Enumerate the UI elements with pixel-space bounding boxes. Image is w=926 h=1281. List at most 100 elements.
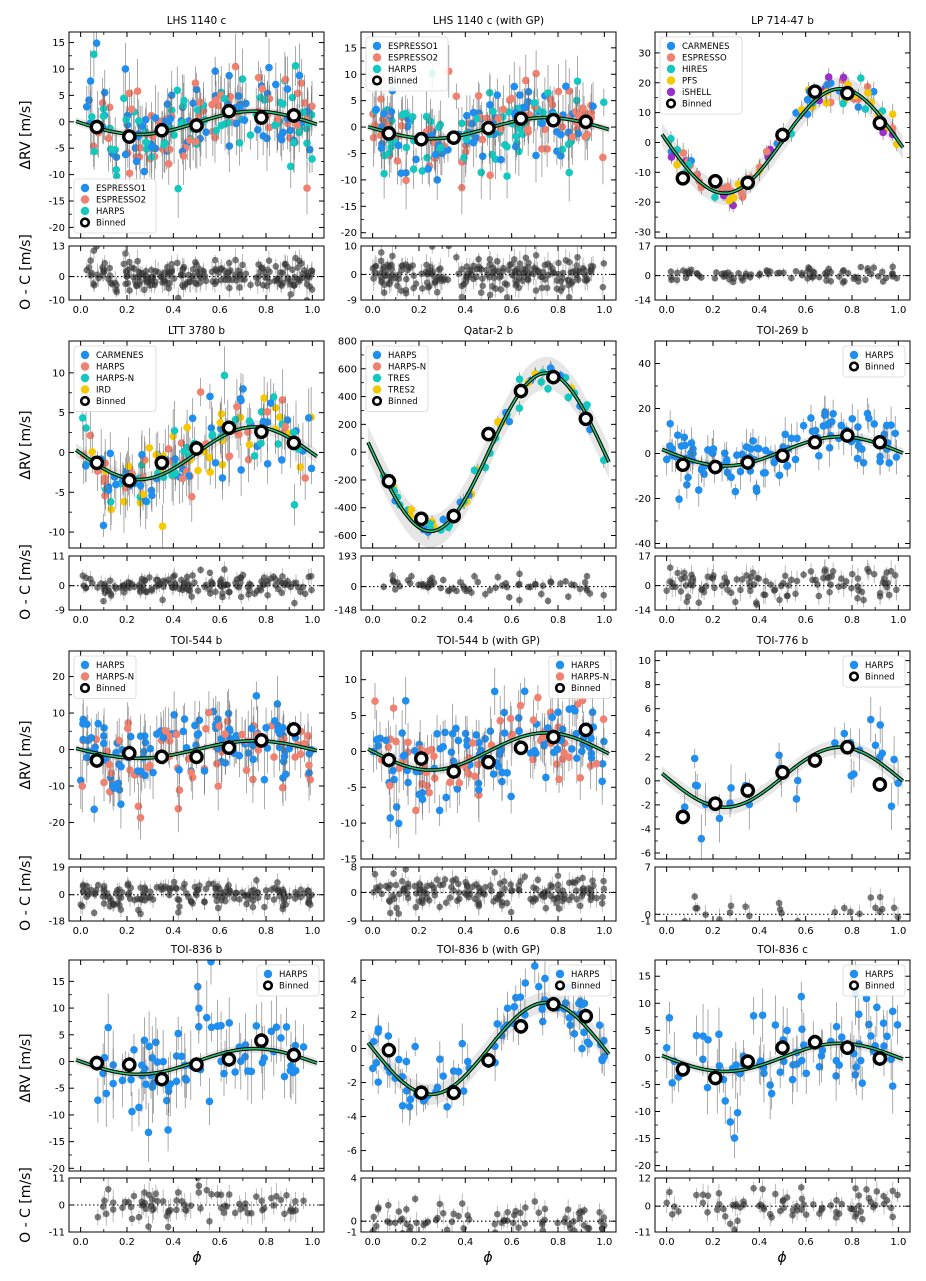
xtick-label: 0.4 bbox=[165, 926, 181, 937]
rv-point bbox=[497, 155, 505, 164]
ytick-label: 5 bbox=[59, 408, 65, 419]
resid-point bbox=[208, 268, 216, 276]
resid-point bbox=[547, 578, 554, 585]
rv-point bbox=[711, 193, 719, 202]
xtick-label: 0.0 bbox=[659, 305, 675, 316]
resid-point bbox=[435, 266, 443, 273]
rv-point bbox=[202, 128, 210, 136]
ytick-label: 15 bbox=[52, 38, 65, 49]
resid-point bbox=[146, 574, 153, 581]
ytick-label: 0 bbox=[59, 117, 65, 128]
resid-point bbox=[711, 275, 719, 282]
rv-point bbox=[269, 393, 278, 401]
resid-point bbox=[303, 281, 311, 288]
rv-point bbox=[737, 189, 746, 197]
rv-point bbox=[377, 95, 385, 103]
ytick-label: 10 bbox=[52, 709, 65, 720]
resid-point bbox=[557, 278, 565, 285]
rv-point bbox=[134, 802, 143, 811]
rv-point bbox=[189, 99, 197, 108]
resid-point bbox=[710, 572, 717, 579]
binned-point bbox=[872, 115, 888, 131]
rv-point bbox=[720, 449, 729, 458]
legend-marker bbox=[372, 53, 382, 62]
rv-point bbox=[266, 399, 275, 407]
xtick-label: 0.6 bbox=[212, 305, 228, 316]
resid-point bbox=[237, 593, 245, 601]
xtick-label: 0.0 bbox=[73, 926, 89, 937]
resid-point bbox=[473, 265, 481, 273]
rv-point bbox=[170, 426, 179, 435]
binned-point bbox=[578, 114, 594, 130]
resid-point bbox=[87, 257, 94, 264]
rv-point bbox=[679, 149, 687, 157]
resid-point bbox=[95, 274, 102, 282]
resid-point bbox=[576, 585, 584, 593]
resid-ytick-label: 10 bbox=[344, 242, 357, 253]
resid-point bbox=[188, 593, 196, 600]
legend-marker bbox=[372, 41, 382, 51]
resid-point bbox=[140, 286, 148, 294]
resid-point bbox=[224, 581, 232, 589]
resid-point bbox=[297, 893, 304, 901]
rv-point bbox=[173, 86, 182, 95]
resid-point bbox=[137, 584, 144, 591]
rv-point bbox=[99, 739, 108, 748]
rv-point bbox=[258, 84, 267, 93]
resid-point bbox=[236, 284, 243, 291]
binned-point bbox=[675, 457, 691, 473]
resid-point bbox=[823, 272, 830, 279]
rv-point bbox=[543, 145, 551, 153]
rv-point bbox=[133, 87, 142, 96]
rv-point bbox=[212, 760, 221, 768]
ytick-label: 0 bbox=[351, 448, 357, 459]
resid-point bbox=[453, 587, 460, 595]
resid-point bbox=[865, 568, 873, 575]
xtick-label: 0.8 bbox=[550, 305, 566, 316]
resid-point bbox=[225, 882, 232, 889]
rv-point bbox=[397, 122, 406, 130]
rv-point bbox=[581, 133, 589, 141]
rv-point bbox=[290, 501, 299, 509]
rv-point bbox=[473, 114, 481, 123]
ytick-label: 800 bbox=[338, 337, 357, 348]
rv-point bbox=[793, 434, 801, 443]
rv-point bbox=[286, 162, 295, 171]
rv-point bbox=[426, 117, 435, 126]
resid-point bbox=[471, 572, 478, 580]
resid-point bbox=[516, 580, 523, 588]
rv-point bbox=[254, 746, 263, 754]
rv-point bbox=[799, 421, 808, 430]
rv-point bbox=[90, 805, 98, 814]
resid-point bbox=[272, 581, 279, 589]
rv-point bbox=[494, 114, 503, 123]
ytick-label: 5 bbox=[59, 91, 65, 102]
binned-point bbox=[121, 129, 137, 144]
rv-point bbox=[512, 132, 520, 141]
resid-point bbox=[305, 573, 313, 581]
legend-marker-binned bbox=[848, 361, 860, 372]
legend-label: ESPRESSO bbox=[682, 54, 727, 64]
binned-point bbox=[578, 411, 594, 427]
resid-point bbox=[674, 269, 681, 277]
rv-point bbox=[104, 486, 113, 495]
rv-point bbox=[791, 455, 800, 464]
rv-point bbox=[562, 82, 570, 91]
resid-point bbox=[80, 582, 87, 589]
legend-label: HARPS bbox=[96, 363, 125, 373]
rv-point bbox=[175, 766, 183, 774]
rv-point bbox=[263, 407, 272, 416]
resid-point bbox=[378, 278, 385, 286]
rv-point bbox=[194, 466, 202, 475]
resid-point bbox=[148, 587, 156, 594]
resid-point bbox=[166, 279, 173, 287]
legend-label: ESPRESSO2 bbox=[96, 196, 146, 206]
binned-point bbox=[154, 455, 170, 471]
xtick-label: 1.0 bbox=[596, 615, 612, 626]
resid-point bbox=[380, 289, 388, 296]
rv-point bbox=[246, 131, 255, 139]
resid-point bbox=[510, 256, 518, 263]
resid-point bbox=[221, 566, 228, 573]
